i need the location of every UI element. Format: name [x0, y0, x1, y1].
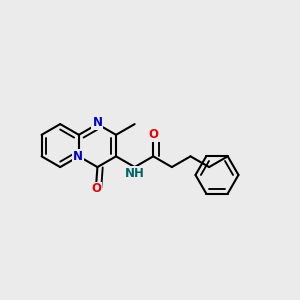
Text: NH: NH — [125, 167, 145, 180]
Text: O: O — [148, 128, 159, 141]
Text: N: N — [92, 116, 102, 129]
Text: N: N — [73, 150, 82, 163]
Text: O: O — [91, 182, 101, 196]
